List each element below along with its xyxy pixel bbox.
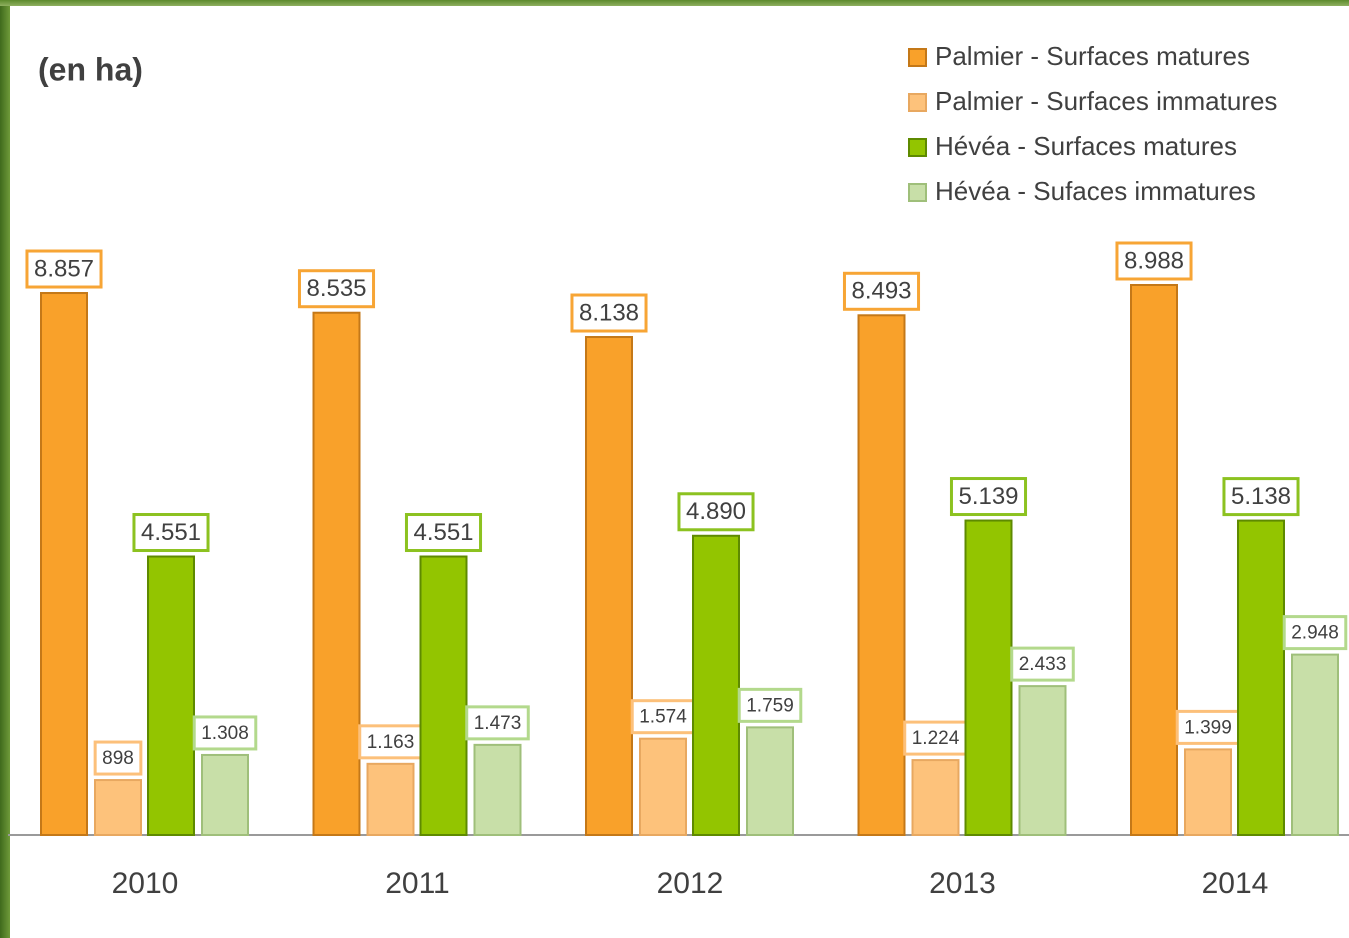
foliage-edge bbox=[0, 0, 10, 938]
legend-swatch bbox=[909, 49, 926, 66]
value-label: 4.551 bbox=[141, 519, 201, 546]
bar bbox=[1292, 655, 1338, 835]
bar bbox=[1020, 686, 1066, 835]
chart: (en ha) 2010 8.857 898 4.551 1.308 2011 8.535 1… bbox=[0, 0, 1349, 938]
value-label: 8.535 bbox=[306, 275, 366, 302]
value-label: 2.948 bbox=[1291, 623, 1339, 644]
value-label: 1.473 bbox=[474, 713, 522, 734]
bar bbox=[747, 727, 793, 835]
value-label: 4.890 bbox=[686, 498, 746, 525]
x-tick-label: 2012 bbox=[657, 867, 724, 900]
legend-swatch bbox=[909, 184, 926, 201]
bar bbox=[368, 764, 414, 835]
x-tick-label: 2013 bbox=[929, 867, 996, 900]
value-label: 1.759 bbox=[746, 695, 794, 716]
value-label: 1.224 bbox=[912, 728, 960, 749]
value-label: 8.138 bbox=[579, 299, 639, 326]
value-label: 4.551 bbox=[413, 519, 473, 546]
bar bbox=[586, 337, 632, 835]
legend-swatch bbox=[909, 139, 926, 156]
x-tick-label: 2014 bbox=[1202, 867, 1269, 900]
bar bbox=[1131, 285, 1177, 835]
legend-label: Hévéa - Surfaces matures bbox=[935, 131, 1237, 161]
chart-title: (en ha) bbox=[38, 51, 143, 87]
value-label: 5.138 bbox=[1231, 483, 1291, 510]
x-tick-label: 2010 bbox=[112, 867, 179, 900]
value-label: 5.139 bbox=[958, 483, 1018, 510]
value-label: 1.163 bbox=[367, 732, 415, 753]
value-label: 1.399 bbox=[1184, 717, 1232, 738]
bar bbox=[693, 536, 739, 835]
value-label: 898 bbox=[102, 748, 134, 769]
bar bbox=[41, 293, 87, 835]
legend-label: Hévéa - Sufaces immatures bbox=[935, 176, 1256, 206]
legend-label: Palmier - Surfaces matures bbox=[935, 41, 1250, 71]
value-label: 8.857 bbox=[34, 255, 94, 282]
bar bbox=[202, 755, 248, 835]
bar bbox=[95, 780, 141, 835]
value-label: 1.308 bbox=[201, 723, 249, 744]
x-tick-label: 2011 bbox=[385, 867, 450, 900]
foliage-edge bbox=[0, 0, 1349, 6]
value-label: 8.493 bbox=[851, 278, 911, 305]
bar bbox=[913, 760, 959, 835]
bar bbox=[859, 315, 905, 835]
value-label: 8.988 bbox=[1124, 247, 1184, 274]
bar bbox=[1238, 521, 1284, 835]
value-label: 2.433 bbox=[1019, 654, 1067, 675]
legend-label: Palmier - Surfaces immatures bbox=[935, 86, 1277, 116]
bar bbox=[1185, 749, 1231, 835]
value-label: 1.574 bbox=[639, 707, 687, 728]
bar bbox=[966, 521, 1012, 835]
bar bbox=[421, 557, 467, 835]
bar bbox=[640, 739, 686, 835]
legend-swatch bbox=[909, 94, 926, 111]
bar bbox=[475, 745, 521, 835]
bar bbox=[148, 557, 194, 835]
bar bbox=[314, 313, 360, 835]
